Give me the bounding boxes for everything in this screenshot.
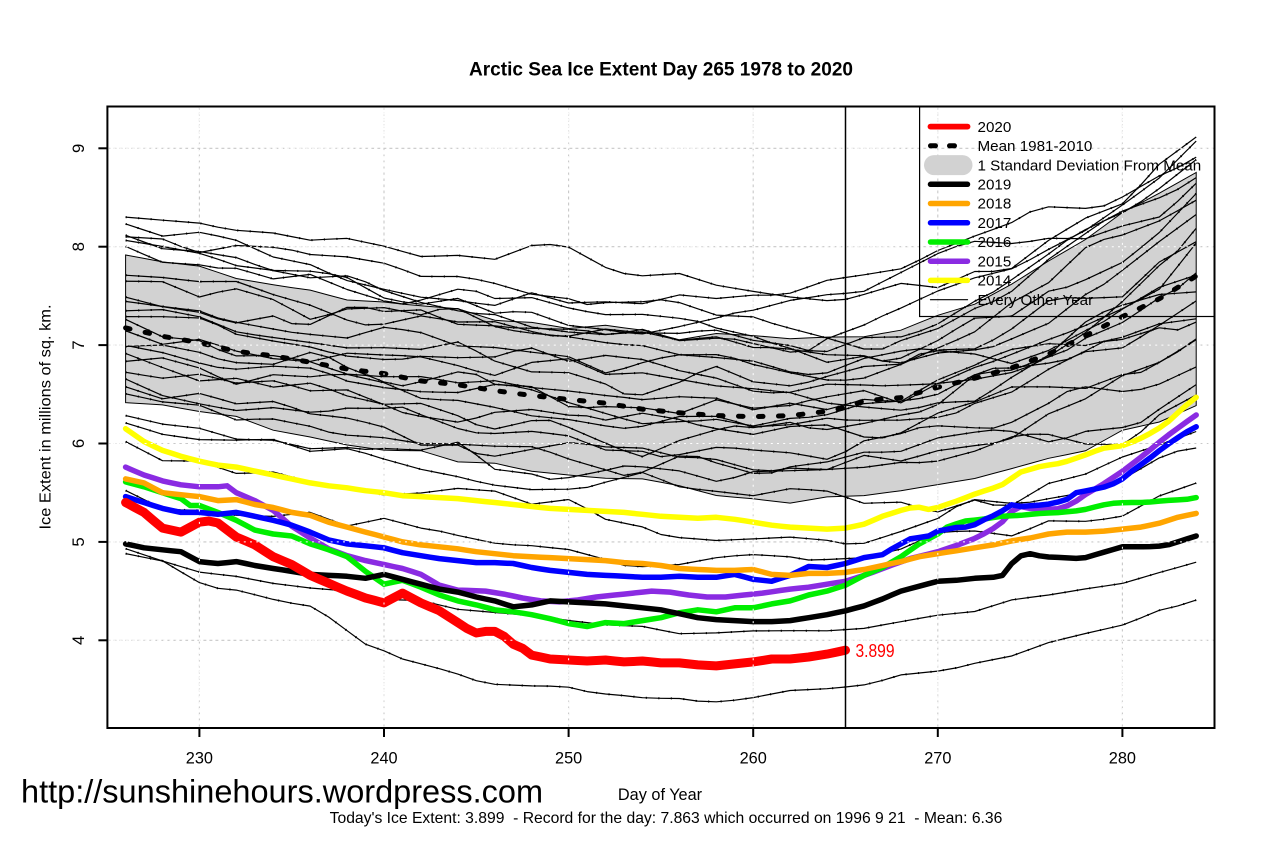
svg-text:Today's Ice Extent: 3.899 - R: Today's Ice Extent: 3.899 - Record for t… bbox=[330, 810, 1003, 827]
svg-text:1 Standard Deviation From Mean: 1 Standard Deviation From Mean bbox=[978, 157, 1202, 174]
svg-text:270: 270 bbox=[924, 749, 951, 768]
svg-text:2020: 2020 bbox=[978, 119, 1012, 136]
svg-text:2018: 2018 bbox=[978, 196, 1012, 213]
svg-text:250: 250 bbox=[555, 749, 582, 768]
svg-text:6: 6 bbox=[69, 439, 88, 448]
svg-text:Mean 1981-2010: Mean 1981-2010 bbox=[978, 138, 1093, 155]
svg-text:Ice Extent in millions of sq.: Ice Extent in millions of sq. km. bbox=[38, 305, 55, 530]
svg-text:2019: 2019 bbox=[978, 177, 1012, 194]
svg-text:240: 240 bbox=[370, 749, 397, 768]
svg-text:230: 230 bbox=[186, 749, 213, 768]
svg-text:9: 9 bbox=[69, 144, 88, 153]
svg-text:5: 5 bbox=[69, 537, 88, 546]
svg-text:7: 7 bbox=[69, 340, 88, 349]
svg-text:2015: 2015 bbox=[978, 253, 1012, 270]
svg-text:260: 260 bbox=[740, 749, 767, 768]
svg-text:http://sunshinehours.wordpress: http://sunshinehours.wordpress.com bbox=[21, 774, 543, 810]
svg-text:3.899: 3.899 bbox=[856, 641, 895, 661]
svg-text:Arctic Sea Ice Extent Day 265: Arctic Sea Ice Extent Day 265 1978 to 20… bbox=[469, 59, 853, 81]
svg-text:2017: 2017 bbox=[978, 215, 1012, 232]
svg-text:2014: 2014 bbox=[978, 273, 1012, 290]
svg-text:2016: 2016 bbox=[978, 234, 1012, 251]
svg-text:280: 280 bbox=[1109, 749, 1136, 768]
svg-text:4: 4 bbox=[69, 636, 88, 645]
svg-text:8: 8 bbox=[69, 242, 88, 251]
svg-text:Day of Year: Day of Year bbox=[618, 786, 703, 804]
svg-text:Every Other Year: Every Other Year bbox=[978, 292, 1094, 309]
